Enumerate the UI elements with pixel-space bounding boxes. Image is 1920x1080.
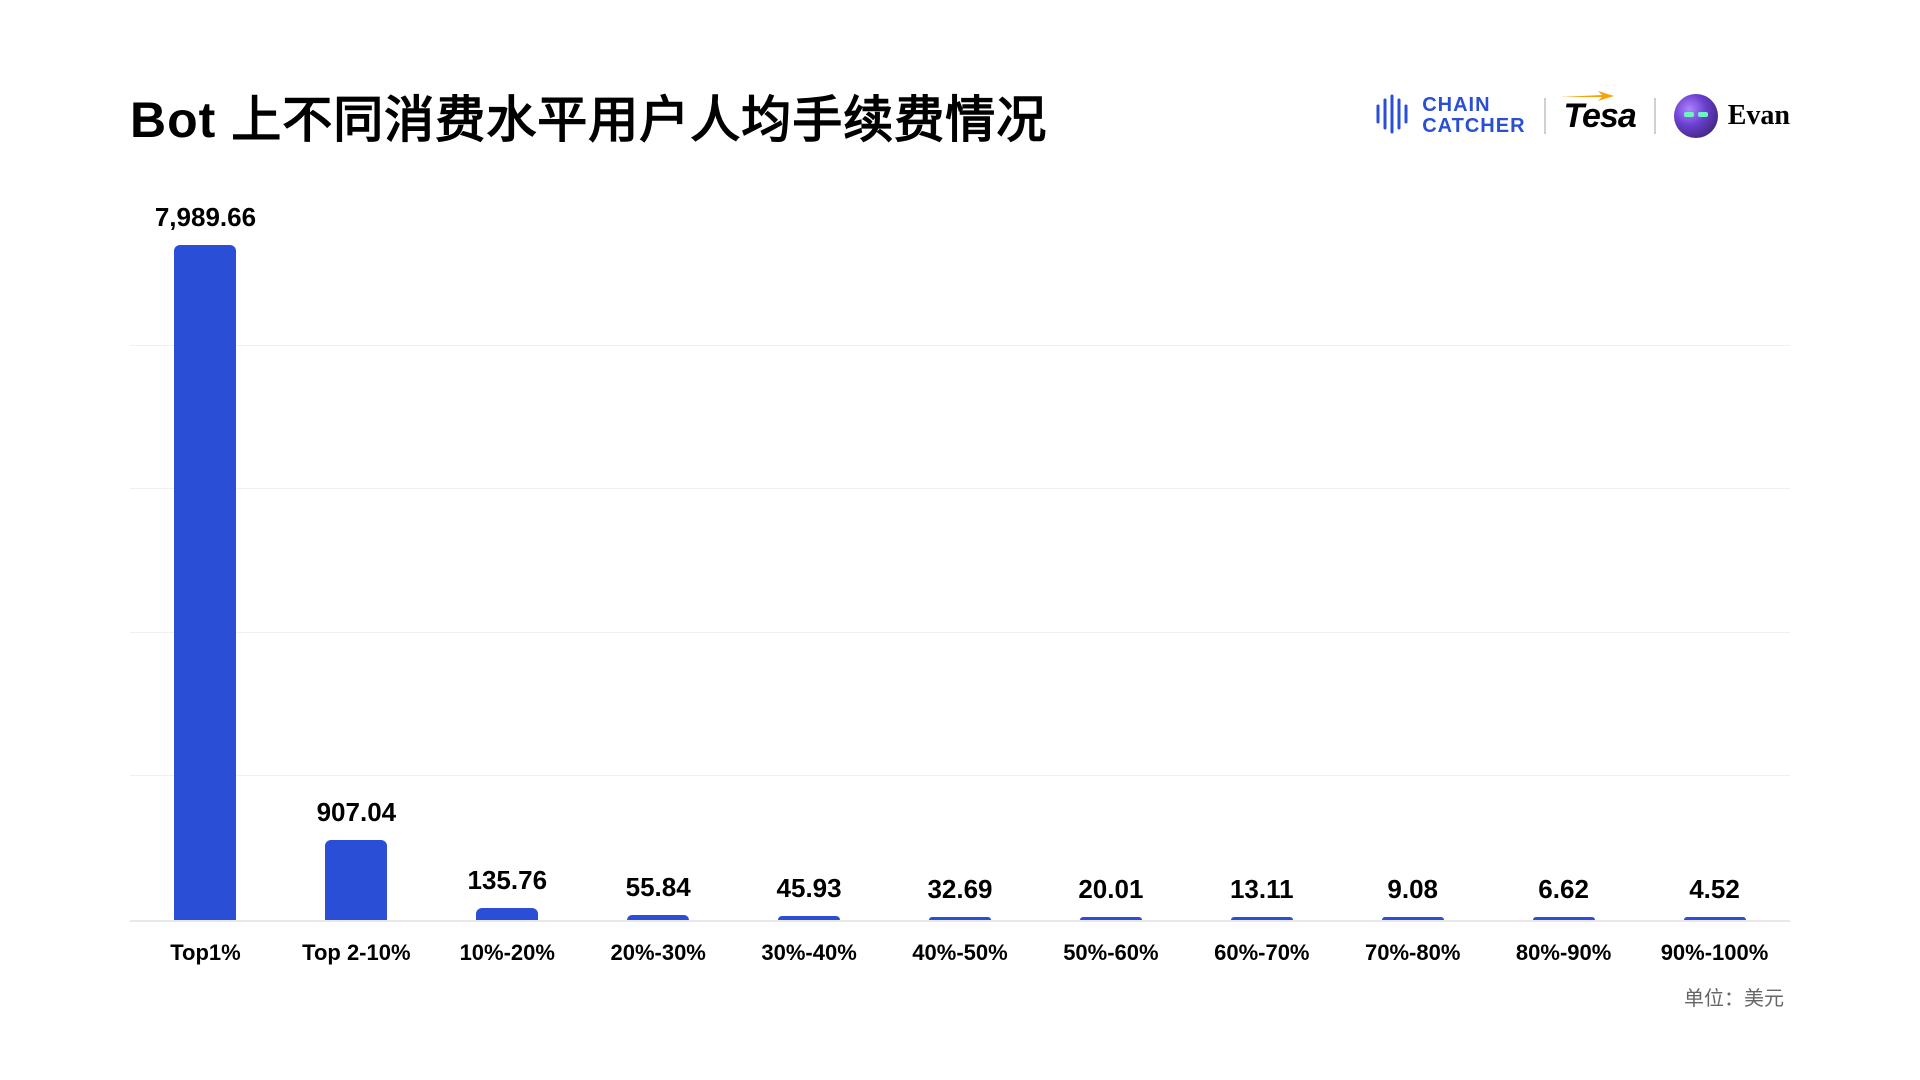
logo-row: CHAIN CATCHER Tesa Evan (1372, 92, 1790, 141)
bar-column: 6.62 (1488, 202, 1639, 920)
bar-column: 55.84 (583, 202, 734, 920)
bar (627, 915, 689, 920)
bar-column: 907.04 (281, 202, 432, 920)
bar-column: 135.76 (432, 202, 583, 920)
evan-text: Evan (1728, 100, 1790, 132)
bar-column: 20.01 (1035, 202, 1186, 920)
bar (1684, 917, 1746, 920)
bar-column: 7,989.66 (130, 202, 281, 920)
x-axis-label: 30%-40% (734, 940, 885, 966)
x-axis-label: Top 2-10% (281, 940, 432, 966)
bars-container: 7,989.66 907.04 135.76 55.84 45.93 32.69 20.01… (130, 202, 1790, 920)
x-axis-label: 80%-90% (1488, 940, 1639, 966)
chain-catcher-text: CHAIN CATCHER (1422, 95, 1525, 137)
x-axis-label: 50%-60% (1035, 940, 1186, 966)
bar-value-label: 13.11 (1230, 874, 1294, 905)
page: Bot 上不同消费水平用户人均手续费情况 CHAIN (0, 0, 1920, 1080)
bar-value-label: 135.76 (468, 865, 548, 896)
bar-column: 32.69 (885, 202, 1036, 920)
tesa-logo: Tesa (1564, 97, 1636, 136)
logo-separator (1544, 98, 1546, 134)
plot-area: 7,989.66 907.04 135.76 55.84 45.93 32.69 20.01… (130, 202, 1790, 922)
bar (1382, 917, 1444, 920)
bar (1231, 917, 1293, 920)
header: Bot 上不同消费水平用户人均手续费情况 CHAIN (130, 80, 1790, 152)
bar (325, 840, 387, 920)
bar-column: 13.11 (1186, 202, 1337, 920)
bar-value-label: 907.04 (317, 797, 397, 828)
x-axis-label: 40%-50% (885, 940, 1036, 966)
x-axis-label: 70%-80% (1337, 940, 1488, 966)
x-axis-label: 10%-20% (432, 940, 583, 966)
x-axis-label: 90%-100% (1639, 940, 1790, 966)
logo-separator (1654, 98, 1656, 134)
bar-value-label: 4.52 (1689, 874, 1740, 905)
bar-value-label: 55.84 (626, 872, 691, 903)
bar-chart: 7,989.66 907.04 135.76 55.84 45.93 32.69 20.01… (130, 202, 1790, 1011)
bar (476, 908, 538, 920)
bar-column: 4.52 (1639, 202, 1790, 920)
bar-value-label: 9.08 (1387, 874, 1438, 905)
unit-label: 单位：美元 (130, 982, 1790, 1011)
x-axis: Top1%Top 2-10%10%-20%20%-30%30%-40%40%-5… (130, 940, 1790, 966)
bar-value-label: 7,989.66 (155, 202, 256, 233)
bar (929, 917, 991, 920)
x-axis-label: Top1% (130, 940, 281, 966)
bar-column: 9.08 (1337, 202, 1488, 920)
evan-logo: Evan (1674, 94, 1790, 138)
evan-avatar-icon (1674, 94, 1718, 138)
bar-value-label: 6.62 (1538, 874, 1589, 905)
x-axis-label: 20%-30% (583, 940, 734, 966)
bar (778, 916, 840, 920)
bar-column: 45.93 (734, 202, 885, 920)
chain-catcher-icon (1372, 92, 1412, 141)
bar (1080, 917, 1142, 920)
x-axis-label: 60%-70% (1186, 940, 1337, 966)
chain-catcher-logo: CHAIN CATCHER (1372, 92, 1525, 141)
chain-catcher-line1: CHAIN (1422, 95, 1525, 116)
bar-value-label: 45.93 (777, 873, 842, 904)
bar-value-label: 20.01 (1078, 874, 1143, 905)
bar-value-label: 32.69 (927, 874, 992, 905)
chart-title: Bot 上不同消费水平用户人均手续费情况 (130, 80, 1047, 152)
bar (174, 245, 236, 920)
tesa-arrow-icon (1558, 89, 1618, 108)
bar (1533, 917, 1595, 920)
chain-catcher-line2: CATCHER (1422, 116, 1525, 137)
